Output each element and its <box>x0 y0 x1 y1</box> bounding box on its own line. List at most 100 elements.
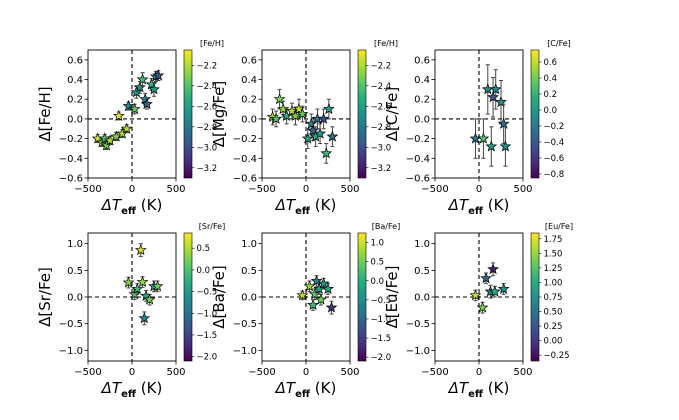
star-point <box>488 285 501 297</box>
y-tick-label: −0.2 <box>233 134 257 145</box>
y-tick-label: −0.6 <box>406 174 430 185</box>
x-tick-label: 0 <box>303 184 309 195</box>
y-tick-label: 0.0 <box>67 293 83 304</box>
star-point <box>308 288 321 300</box>
star-point <box>134 243 147 256</box>
colorbar-tick-label: −3.2 <box>371 164 392 174</box>
x-axis-label: ΔTeff (K) <box>275 379 337 400</box>
colorbar-tick-label: 0.2 <box>544 90 558 100</box>
star-point <box>317 112 330 124</box>
y-tick-label: −1.0 <box>406 346 430 357</box>
colorbar-tick-label: −3.0 <box>371 143 392 153</box>
star-point <box>112 109 125 121</box>
star-point <box>143 293 156 305</box>
y-tick-label: −0.5 <box>233 319 257 330</box>
colorbar-tick-label: −2.2 <box>371 61 392 71</box>
y-tick-label: 1.0 <box>414 239 430 250</box>
star-point <box>136 73 149 85</box>
colorbar-tick-label: −2.0 <box>371 353 392 363</box>
star-point <box>301 132 314 144</box>
colorbar-title: [Fe/H] <box>374 39 398 48</box>
x-tick-label: −500 <box>248 184 275 195</box>
colorbar-tick-label: −0.8 <box>544 170 565 180</box>
x-tick-label: −500 <box>421 367 448 378</box>
colorbar-tick-label: −2.6 <box>197 102 218 112</box>
colorbar-tick-label: −2.4 <box>371 82 392 92</box>
colorbar-tick-label: 1.00 <box>544 278 563 288</box>
x-tick-label: −500 <box>74 367 101 378</box>
star-point <box>499 140 512 152</box>
colorbar-tick-label: 0.50 <box>544 308 563 318</box>
x-tick-label: 0 <box>303 367 309 378</box>
colorbar-tick-label: 0.75 <box>544 293 563 303</box>
colorbar-tick-label: −2.8 <box>371 123 392 133</box>
x-tick-label: 0 <box>476 367 482 378</box>
y-tick-label: 0.0 <box>414 293 430 304</box>
star-point <box>122 276 135 288</box>
star-point <box>138 312 151 324</box>
x-axis-label: ΔTeff (K) <box>275 196 337 217</box>
star-point <box>469 289 482 301</box>
y-tick-label: 0.4 <box>414 75 430 86</box>
colorbar <box>183 232 193 362</box>
colorbar-tick-label: −2.0 <box>197 353 218 363</box>
star-point <box>134 81 146 93</box>
x-tick-label: 0 <box>476 184 482 195</box>
colorbar-tick-label: −0.25 <box>544 351 570 361</box>
star-point <box>485 140 498 152</box>
colorbar-tick-label: 0.0 <box>197 266 211 276</box>
star-point <box>315 293 327 305</box>
y-tick-label: −0.4 <box>233 154 257 165</box>
y-tick-label: 0.0 <box>67 114 83 125</box>
colorbar-tick-label: −0.2 <box>544 122 565 132</box>
y-tick-label: 0.6 <box>67 55 83 66</box>
colorbar-tick-label: −1.5 <box>371 334 392 344</box>
colorbar-tick-label: −2.2 <box>197 61 218 71</box>
x-tick-label: 500 <box>166 367 185 378</box>
colorbar-tick-label: 0.0 <box>371 277 385 287</box>
star-point <box>322 102 335 115</box>
x-tick-label: 0 <box>129 184 135 195</box>
star-point <box>310 274 323 287</box>
y-tick-label: 0.2 <box>414 95 430 106</box>
star-point <box>495 95 507 108</box>
colorbar-tick-label: −2.4 <box>197 82 218 92</box>
colorbar-tick-label: 0.6 <box>544 58 558 68</box>
colorbar-title: [Fe/H] <box>200 39 224 48</box>
colorbar-tick-label: −0.6 <box>544 154 565 164</box>
x-tick-label: −500 <box>248 367 275 378</box>
star-point <box>322 282 334 295</box>
star-point <box>141 97 153 110</box>
y-axis-label: Δ[Fe/H] <box>36 86 54 141</box>
colorbar-tick-label: −1.5 <box>197 331 218 341</box>
y-tick-label: 0.6 <box>414 55 430 66</box>
y-tick-label: −0.4 <box>59 154 83 165</box>
x-axis-label: ΔTeff (K) <box>101 196 163 217</box>
colorbar <box>183 49 193 179</box>
x-tick-label: 500 <box>340 367 359 378</box>
colorbar-tick-label: 1.75 <box>544 235 563 245</box>
x-tick-label: 500 <box>340 184 359 195</box>
y-tick-label: 0.4 <box>67 75 83 86</box>
star-point <box>303 280 316 292</box>
y-tick-label: 0.2 <box>241 95 257 106</box>
y-tick-label: 0.0 <box>414 114 430 125</box>
colorbar-tick-label: 0.5 <box>197 244 211 254</box>
star-point <box>497 117 510 129</box>
colorbar-title: [Ba/Fe] <box>372 222 400 231</box>
star-point <box>477 132 490 144</box>
star-point <box>487 91 499 103</box>
colorbar-tick-label: −0.5 <box>197 288 218 298</box>
x-tick-label: 0 <box>129 367 135 378</box>
star-point <box>476 301 489 313</box>
star-point <box>148 83 160 95</box>
colorbar-tick-label: −2.8 <box>197 123 218 133</box>
colorbar-tick-label: 0.5 <box>371 258 385 268</box>
colorbar-tick-label: −3.0 <box>197 143 218 153</box>
star-point <box>151 280 164 292</box>
y-tick-label: 0.6 <box>241 55 257 66</box>
colorbar-tick-label: 0.25 <box>544 322 563 332</box>
star-point <box>128 102 141 115</box>
